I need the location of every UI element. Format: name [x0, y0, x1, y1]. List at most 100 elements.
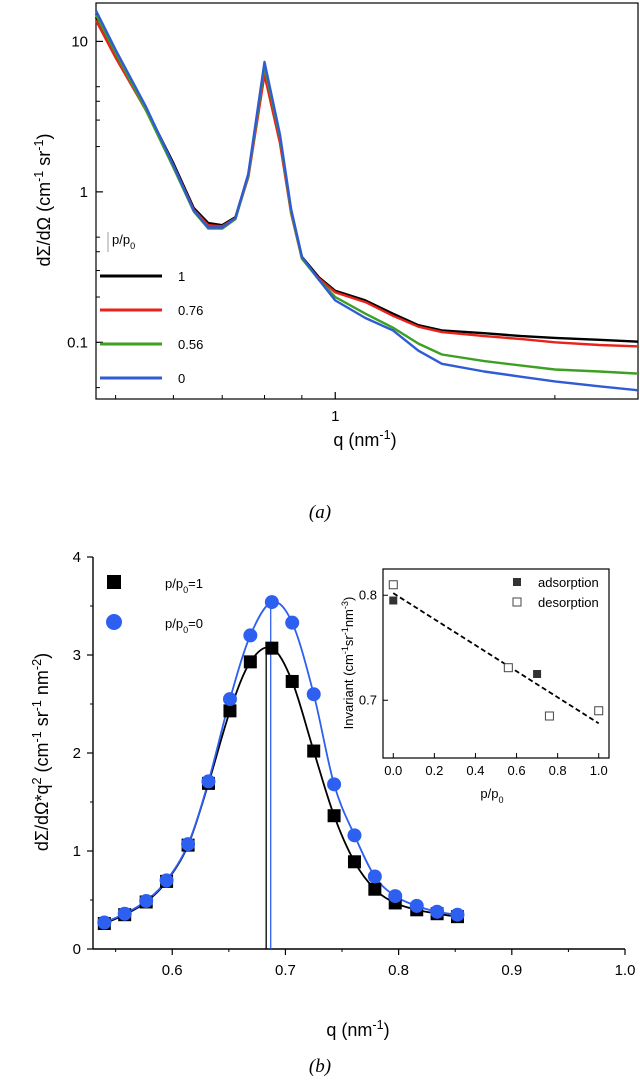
- y-axis-label-b: dΣ/dΩ*q2 (cm-1 sr-1 nm-2): [30, 653, 52, 851]
- data-point-p1: [368, 882, 382, 896]
- data-point-p0: [117, 906, 132, 921]
- y-axis-label-b-part: 2: [30, 777, 44, 784]
- inset-frame: [382, 568, 610, 759]
- inset-x-axis-label: p/p0: [480, 786, 503, 805]
- y-tick-label-a: 0.1: [67, 334, 88, 351]
- inset-y-tick-label: 0.7: [359, 692, 377, 707]
- x-axis-label-b-base: q (nm: [326, 1020, 372, 1040]
- inset-y-axis-label-part: Invariant (cm: [341, 654, 356, 729]
- series-line-0: [94, 10, 639, 392]
- inset-y-axis-label-part: ): [341, 597, 356, 601]
- y-axis-label-a-part: -1: [32, 171, 46, 182]
- data-point-p1: [265, 641, 279, 655]
- inset-point-desorption: [388, 580, 398, 590]
- inset-x-tick-label: 0.2: [425, 763, 443, 778]
- caption-a: (a): [309, 502, 331, 523]
- y-axis-label-b-part: sr: [32, 711, 52, 731]
- data-point-p0: [97, 915, 112, 930]
- data-point-p1: [223, 704, 237, 718]
- legend-label-a: 1: [178, 269, 185, 284]
- y-axis-label-b-part: nm: [32, 670, 52, 700]
- x-axis-label-b-sup: -1: [372, 1018, 383, 1032]
- caption-b: (b): [309, 1056, 331, 1077]
- data-point-p0: [139, 893, 154, 908]
- legend-title-a: p/p0: [112, 232, 135, 251]
- y-axis-label-b-part: dΣ/dΩ*q: [32, 785, 52, 852]
- data-point-p1: [285, 674, 299, 688]
- inset-y-axis-label-part: sr: [341, 635, 356, 647]
- y-axis-label-a: dΣ/dΩ (cm-1 sr-1): [32, 133, 54, 266]
- y-axis-label-b-part: -1: [30, 700, 44, 711]
- y-axis-label-b-part: -1: [30, 731, 44, 742]
- inset-point-adsorption: [533, 670, 542, 678]
- data-point-p0: [243, 628, 258, 643]
- inset-x-tick-label: 0.0: [384, 763, 402, 778]
- data-point-p0: [450, 907, 465, 922]
- x-tick-label-b: 0.9: [501, 962, 522, 979]
- legend-title-sub: 0: [130, 241, 135, 251]
- inset-x-tick-label: 0.8: [549, 763, 567, 778]
- data-point-p0: [388, 889, 403, 904]
- y-tick-label-b: 4: [73, 549, 81, 566]
- legend-label-base: p/p: [165, 616, 183, 631]
- y-tick-label-b: 1: [73, 843, 81, 860]
- x-tick-label-b: 1.0: [615, 962, 636, 979]
- data-point-p0: [264, 595, 279, 610]
- inset-x-label-sub: 0: [499, 795, 504, 805]
- legend-label-sub: 0: [183, 585, 188, 595]
- data-point-p1: [307, 744, 321, 758]
- inset-chart: 0.7 0.8 0.0 0.2 0.4 0.6 0.8 1.0 adsorption desorp…: [340, 568, 610, 805]
- x-axis-label-a: q (nm-1): [333, 428, 396, 450]
- data-point-p1: [347, 855, 361, 869]
- legend-label-sub: 0: [183, 625, 188, 635]
- data-point-p0: [347, 828, 362, 843]
- y-tick-label-a: 10: [71, 33, 88, 50]
- legend-label-a: 0.56: [178, 337, 203, 352]
- x-tick-label-b: 0.7: [275, 962, 296, 979]
- data-point-p1: [327, 809, 341, 823]
- inset-legend-label: desorption: [538, 595, 599, 610]
- y-tick-label-b: 2: [73, 745, 81, 762]
- legend-marker-p1: [107, 575, 121, 589]
- x-axis-label-b-close: ): [384, 1020, 390, 1040]
- legend-a: p/p0 1 0.76 0.56 0: [100, 232, 203, 386]
- y-axis-label-a-part: ): [34, 133, 54, 139]
- y-axis-label-a-part: dΣ/dΩ (cm: [34, 182, 54, 267]
- inset-point-adsorption: [389, 596, 398, 605]
- legend-b: p/p0=1p/p0=0: [106, 575, 203, 635]
- x-axis-label-b: q (nm-1): [326, 1018, 389, 1040]
- x-tick-label-b: 0.6: [162, 962, 183, 979]
- legend-label-b: p/p0=1: [165, 576, 203, 595]
- inset-legend-marker-adsorption: [513, 578, 521, 586]
- legend-marker-p0: [106, 614, 122, 630]
- y-axis-label-a-part: -1: [32, 139, 46, 150]
- inset-x-tick-label: 0.4: [466, 763, 484, 778]
- data-point-p0: [409, 898, 424, 913]
- data-point-p0: [367, 869, 382, 884]
- inset-point-desorption: [503, 663, 513, 673]
- data-point-p1: [243, 655, 257, 669]
- legend-label-a: 0.76: [178, 303, 203, 318]
- inset-y-axis-label-part: nm: [341, 609, 356, 627]
- data-point-p0: [201, 774, 216, 789]
- x-axis-label-a-close: ): [391, 430, 397, 450]
- y-tick-label-b: 0: [73, 941, 81, 958]
- legend-label-a: 0: [178, 371, 185, 386]
- x-axis-label-a-base: q (nm: [333, 430, 379, 450]
- inset-y-tick-label: 0.8: [359, 587, 377, 602]
- x-axis-label-a-sup: -1: [379, 428, 390, 442]
- data-point-p0: [285, 615, 300, 630]
- y-tick-label-a: 1: [80, 184, 88, 201]
- inset-x-tick-label: 0.6: [508, 763, 526, 778]
- inset-point-desorption: [594, 706, 604, 716]
- y-axis-label-b-part: -2: [30, 659, 44, 670]
- inset-legend-label: adsorption: [538, 575, 599, 590]
- y-tick-label-b: 3: [73, 647, 81, 664]
- data-point-p0: [306, 687, 321, 702]
- x-tick-label-b: 0.8: [388, 962, 409, 979]
- data-point-p0: [327, 777, 342, 792]
- legend-label-tail: =0: [188, 616, 203, 631]
- inset-x-tick-label: 1.0: [590, 763, 608, 778]
